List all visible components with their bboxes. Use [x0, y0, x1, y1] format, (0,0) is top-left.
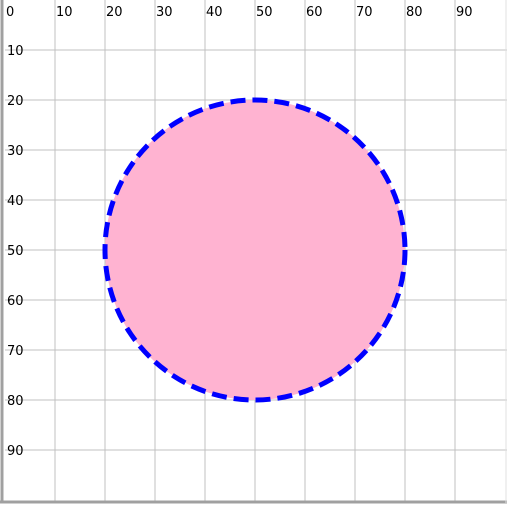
y-tick-label: 40	[7, 194, 24, 209]
x-tick-label: 40	[206, 5, 223, 20]
y-tick-label: 60	[7, 294, 24, 309]
circle-shape	[102, 97, 408, 403]
x-tick-label: 10	[56, 5, 73, 20]
x-tick-label: 80	[406, 5, 423, 20]
y-axis-labels: 10 20 30 40 50 60 70 80 90	[7, 44, 24, 459]
x-tick-label: 20	[106, 5, 123, 20]
x-axis-labels: 0 10 20 30 40 50 60 70 80 90	[6, 5, 473, 20]
y-tick-label: 30	[7, 144, 24, 159]
x-tick-label: 90	[456, 5, 473, 20]
x-tick-label: 30	[156, 5, 173, 20]
x-tick-label: 50	[256, 5, 273, 20]
x-tick-label: 60	[306, 5, 323, 20]
y-tick-label: 50	[7, 244, 24, 259]
y-tick-label: 20	[7, 94, 24, 109]
x-tick-label: 70	[356, 5, 373, 20]
y-tick-label: 80	[7, 394, 24, 409]
x-tick-label: 0	[6, 5, 14, 20]
y-tick-label: 10	[7, 44, 24, 59]
y-tick-label: 70	[7, 344, 24, 359]
y-tick-label: 90	[7, 444, 24, 459]
